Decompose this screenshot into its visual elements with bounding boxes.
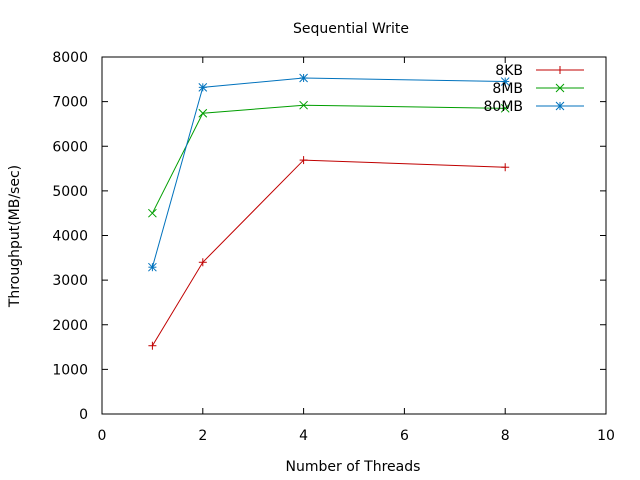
plot-frame: [101, 56, 607, 415]
x-tick-label: 10: [597, 428, 615, 444]
chart-title: Sequential Write: [293, 21, 409, 37]
axis-ticks: 0 2 4 6 8 10 0 1000 2000 3000 4000 5000 6000 7000 8000: [52, 50, 615, 444]
series-8kb: [148, 156, 510, 350]
data-point: [198, 82, 208, 92]
data-point: [501, 163, 510, 172]
legend-label: 8KB: [495, 63, 523, 79]
x-tick-label: 6: [400, 428, 409, 444]
legend: 8KB 8MB 80MB: [484, 63, 584, 115]
y-tick-label: 2000: [52, 318, 88, 334]
legend-marker: [555, 83, 565, 93]
series-line: [151, 77, 506, 268]
x-tick-label: 4: [299, 428, 308, 444]
y-tick-label: 4000: [52, 229, 88, 245]
data-point: [148, 341, 157, 350]
series-line: [151, 159, 506, 346]
y-tick-label: 7000: [52, 95, 88, 111]
data-point: [198, 258, 207, 267]
y-tick-label: 0: [79, 407, 88, 423]
y-tick-label: 5000: [52, 184, 88, 200]
x-tick-label: 2: [198, 428, 207, 444]
x-tick-label: 8: [501, 428, 510, 444]
x-axis-title: Number of Threads: [286, 459, 421, 475]
y-tick-label: 3000: [52, 273, 88, 289]
data-point: [148, 208, 157, 218]
data-point: [148, 262, 157, 272]
y-axis-title: Throughput(MB/sec): [7, 165, 23, 308]
legend-marker: [556, 66, 564, 74]
series-line: [151, 104, 506, 214]
series-80mb: [148, 73, 510, 272]
y-tick-label: 1000: [52, 362, 88, 378]
series-layer: [148, 73, 510, 350]
data-point: [500, 103, 510, 113]
data-point: [500, 77, 510, 86]
legend-label: 8MB: [492, 81, 523, 97]
data-point: [299, 73, 308, 83]
series-8mb: [148, 100, 510, 218]
y-tick-label: 6000: [52, 139, 88, 155]
legend-label: 80MB: [484, 99, 524, 115]
y-tick-label: 8000: [52, 50, 88, 66]
data-point: [198, 108, 208, 118]
data-point: [299, 156, 308, 165]
legend-marker: [555, 101, 565, 111]
data-point: [299, 100, 308, 110]
x-tick-label: 0: [98, 428, 107, 444]
